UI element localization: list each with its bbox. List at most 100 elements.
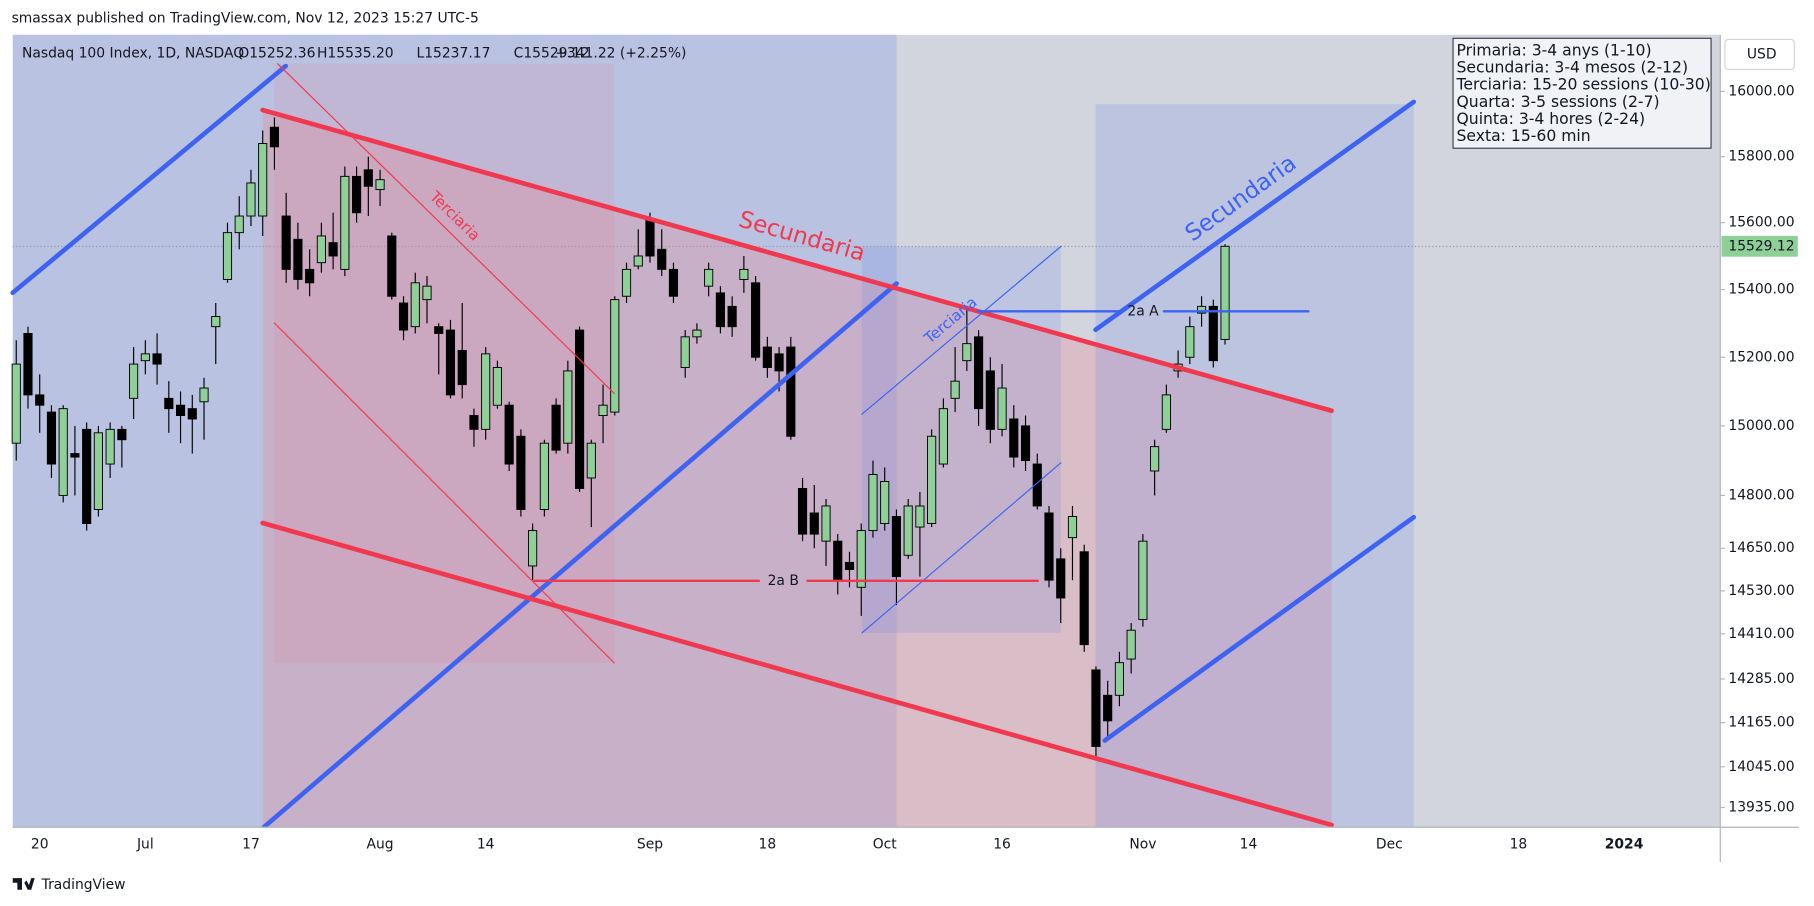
- note-line: Sexta: 15-60 min: [1457, 127, 1591, 145]
- y-tick-label: 16000.00: [1728, 83, 1794, 99]
- candle-body: [199, 387, 209, 403]
- y-tick-label: 15200.00: [1728, 349, 1794, 365]
- y-tick-label: 15000.00: [1728, 418, 1794, 434]
- candle-body: [481, 353, 491, 430]
- candle-body: [762, 346, 772, 368]
- candle-body: [574, 329, 585, 489]
- x-tick-label: Dec: [1376, 837, 1403, 853]
- candle-body: [1208, 305, 1218, 362]
- price-axis: [1720, 34, 1799, 828]
- candle-body: [363, 169, 373, 187]
- candle-body: [1044, 512, 1054, 581]
- trend-line: [1102, 514, 1417, 743]
- candle-body: [1150, 446, 1160, 472]
- candle-body: [950, 380, 960, 399]
- x-tick-label: 16: [993, 837, 1011, 853]
- trend-line: [260, 520, 1334, 828]
- candle-body: [117, 428, 127, 441]
- y-tick-label: 14045.00: [1728, 759, 1794, 775]
- note-line: Secundaria: 3-4 mesos (2-12): [1457, 59, 1689, 77]
- y-tick-label: 14650.00: [1728, 540, 1794, 556]
- change-value: +341.22 (+2.25%): [555, 45, 686, 61]
- currency-button[interactable]: [1724, 38, 1795, 71]
- x-tick-label: Jul: [136, 837, 154, 853]
- candle-body: [11, 363, 21, 444]
- brand: TradingView: [41, 877, 126, 893]
- candle-body: [997, 387, 1007, 430]
- candle-body: [82, 428, 92, 524]
- symbol-title: Nasdaq 100 Index, 1D, NASDAQ: [22, 45, 244, 61]
- candle-body: [680, 336, 690, 368]
- candle-body: [668, 268, 679, 297]
- candle-body: [739, 268, 749, 280]
- y-tick-label: 14165.00: [1728, 715, 1794, 731]
- candle-body: [1079, 551, 1089, 646]
- ohlc-value: O15252.36: [238, 45, 315, 61]
- candle-body: [1091, 669, 1101, 747]
- candle-body: [1020, 425, 1031, 462]
- candle-body: [164, 397, 174, 410]
- candle-body: [305, 268, 315, 284]
- candle-body: [528, 530, 538, 567]
- candle-body: [844, 561, 855, 570]
- candle-body: [985, 370, 995, 430]
- candle-body: [316, 235, 326, 264]
- candle-body: [129, 363, 139, 399]
- candle-body: [539, 442, 549, 510]
- trend-line: [861, 462, 1062, 634]
- annotation: 2a B: [768, 573, 799, 589]
- candle-body: [445, 329, 456, 396]
- x-tick-label: 2024: [1605, 837, 1644, 853]
- candle-body: [58, 408, 68, 496]
- published-line: smassax published on TradingView.com, No…: [12, 11, 479, 27]
- candle-body: [586, 442, 596, 479]
- candle-body: [1185, 326, 1195, 358]
- candle-body: [222, 232, 233, 280]
- candle-body: [774, 353, 784, 372]
- currency: USD: [1747, 46, 1777, 62]
- candle-body: [46, 411, 57, 465]
- candle-body: [1138, 540, 1148, 620]
- notes: Primaria: 3-4 anys (1-10)Secundaria: 3-4…: [1456, 41, 1711, 145]
- x-tick-label: 20: [31, 837, 49, 853]
- candle-body: [352, 175, 362, 214]
- candle-body: [1032, 463, 1042, 507]
- candle-body: [974, 336, 984, 410]
- x-tick-label: Oct: [873, 837, 898, 853]
- candle-body: [551, 404, 561, 451]
- candle-body: [281, 215, 291, 270]
- candle-body: [927, 435, 937, 524]
- x-tick-label: 18: [1510, 837, 1528, 853]
- candle-body: [398, 302, 409, 331]
- candle-body: [1009, 418, 1019, 458]
- x-tick-label: 14: [1240, 837, 1258, 853]
- y-tick-label: 14285.00: [1728, 671, 1794, 687]
- trend-line: [10, 63, 289, 296]
- candle-body: [469, 415, 479, 430]
- candle-body: [692, 329, 702, 338]
- candle-body: [809, 512, 819, 535]
- candle-body: [704, 268, 714, 287]
- candle-body: [375, 179, 385, 191]
- ohlc-value: H15535.20: [317, 45, 394, 61]
- y-tick-label: 14800.00: [1728, 487, 1794, 503]
- ohlc-value: C15529.12: [514, 45, 590, 61]
- candle-body: [93, 432, 103, 510]
- candle-body: [434, 326, 444, 334]
- candle-body: [1103, 694, 1113, 722]
- note-line: Primaria: 3-4 anys (1-10): [1457, 41, 1652, 59]
- x-tick-label: Aug: [367, 837, 394, 853]
- candle-body: [175, 404, 186, 417]
- candle-body: [833, 540, 843, 581]
- y-tick-label: 14530.00: [1728, 583, 1794, 599]
- candle-body: [269, 126, 280, 148]
- candle-body: [422, 285, 432, 301]
- trend-line: [1093, 99, 1417, 333]
- time-axis: [12, 827, 1721, 862]
- candle-body: [23, 332, 33, 396]
- x-tick-label: Nov: [1129, 837, 1156, 853]
- candle-body: [1056, 558, 1066, 599]
- candle-body: [258, 143, 268, 217]
- brand-logo: [12, 878, 35, 890]
- candle-body: [645, 218, 655, 257]
